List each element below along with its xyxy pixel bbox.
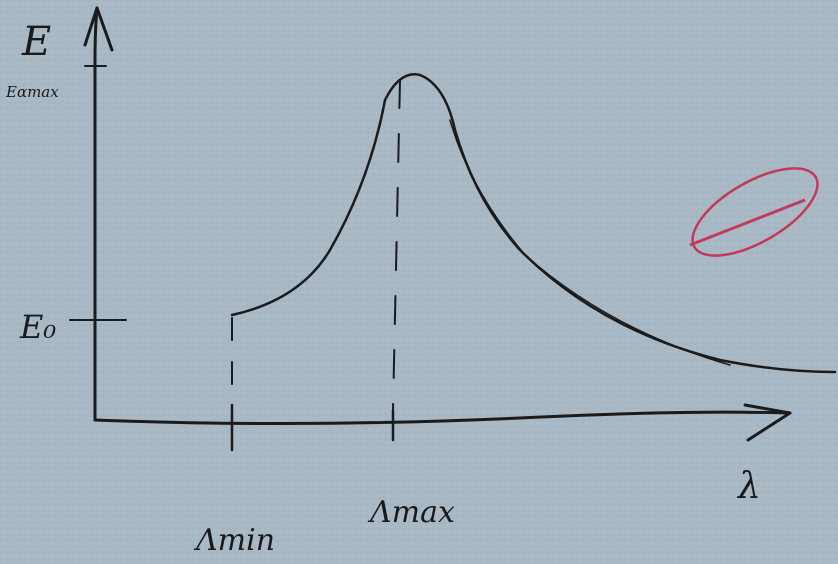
y-tick-label: Eαmax bbox=[5, 83, 59, 101]
x-tick-label: Λmax bbox=[367, 495, 455, 530]
sketch: E Eαmax E₀ Λmin Λmax λ bbox=[0, 0, 838, 564]
x-tick-label: Λmin bbox=[193, 523, 275, 558]
x-axis-label: λ bbox=[736, 466, 761, 507]
y-tick-label: E₀ bbox=[19, 308, 56, 346]
paper bbox=[0, 0, 838, 564]
y-axis-label: E bbox=[21, 19, 51, 65]
